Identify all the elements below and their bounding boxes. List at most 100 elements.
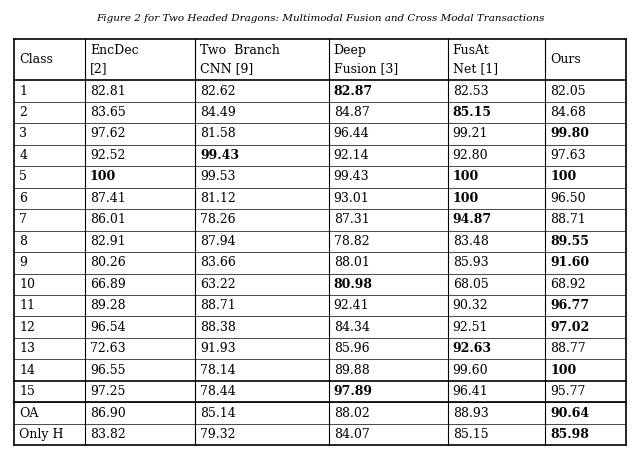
Text: 88.38: 88.38 <box>200 321 236 334</box>
Text: 9: 9 <box>19 256 27 269</box>
Text: 97.63: 97.63 <box>550 149 586 162</box>
Text: 97.25: 97.25 <box>90 385 125 398</box>
Text: 79.32: 79.32 <box>200 428 236 441</box>
Text: 85.93: 85.93 <box>452 256 488 269</box>
Text: 100: 100 <box>550 170 576 184</box>
Text: 87.31: 87.31 <box>333 213 369 226</box>
Text: FusAt: FusAt <box>452 44 490 57</box>
Text: 8: 8 <box>19 235 27 248</box>
Text: 88.77: 88.77 <box>550 342 586 355</box>
Text: 85.15: 85.15 <box>452 428 488 441</box>
Text: 99.43: 99.43 <box>200 149 239 162</box>
Text: 90.32: 90.32 <box>452 299 488 312</box>
Text: 80.26: 80.26 <box>90 256 125 269</box>
Text: Ours: Ours <box>550 53 580 66</box>
Text: Class: Class <box>19 53 53 66</box>
Text: 78.44: 78.44 <box>200 385 236 398</box>
Text: Fusion [3]: Fusion [3] <box>333 62 398 75</box>
Text: 88.93: 88.93 <box>452 407 488 420</box>
Text: 96.54: 96.54 <box>90 321 125 334</box>
Text: 2: 2 <box>19 106 27 119</box>
Text: 86.01: 86.01 <box>90 213 125 226</box>
Text: 82.53: 82.53 <box>452 84 488 98</box>
Text: 93.01: 93.01 <box>333 192 369 205</box>
Text: 89.28: 89.28 <box>90 299 125 312</box>
Text: 85.98: 85.98 <box>550 428 589 441</box>
Text: 84.49: 84.49 <box>200 106 236 119</box>
Text: 82.05: 82.05 <box>550 84 586 98</box>
Text: 99.80: 99.80 <box>550 128 589 140</box>
Text: 11: 11 <box>19 299 35 312</box>
Text: 92.80: 92.80 <box>452 149 488 162</box>
Text: 68.05: 68.05 <box>452 278 488 291</box>
Text: 63.22: 63.22 <box>200 278 236 291</box>
Text: 96.77: 96.77 <box>550 299 589 312</box>
Text: 10: 10 <box>19 278 35 291</box>
Text: 83.48: 83.48 <box>452 235 488 248</box>
Text: 86.90: 86.90 <box>90 407 125 420</box>
Text: 5: 5 <box>19 170 27 184</box>
Text: 94.87: 94.87 <box>452 213 492 226</box>
Text: Net [1]: Net [1] <box>452 62 498 75</box>
Text: 82.91: 82.91 <box>90 235 125 248</box>
Text: 81.58: 81.58 <box>200 128 236 140</box>
Text: 89.88: 89.88 <box>333 364 369 376</box>
Text: 92.63: 92.63 <box>452 342 492 355</box>
Text: 88.01: 88.01 <box>333 256 370 269</box>
Text: 99.60: 99.60 <box>452 364 488 376</box>
Text: 83.65: 83.65 <box>90 106 125 119</box>
Text: 85.14: 85.14 <box>200 407 236 420</box>
Text: 88.02: 88.02 <box>333 407 369 420</box>
Text: 100: 100 <box>452 170 479 184</box>
Text: 92.41: 92.41 <box>333 299 369 312</box>
Text: 12: 12 <box>19 321 35 334</box>
Text: 82.87: 82.87 <box>333 84 373 98</box>
Text: 84.87: 84.87 <box>333 106 369 119</box>
Text: 92.14: 92.14 <box>333 149 369 162</box>
Text: 90.64: 90.64 <box>550 407 589 420</box>
Text: 3: 3 <box>19 128 27 140</box>
Text: Two  Branch: Two Branch <box>200 44 280 57</box>
Text: 97.89: 97.89 <box>333 385 372 398</box>
Text: 66.89: 66.89 <box>90 278 125 291</box>
Text: 89.55: 89.55 <box>550 235 589 248</box>
Text: 100: 100 <box>452 192 479 205</box>
Text: 15: 15 <box>19 385 35 398</box>
Text: CNN [9]: CNN [9] <box>200 62 253 75</box>
Text: 88.71: 88.71 <box>550 213 586 226</box>
Text: OA: OA <box>19 407 38 420</box>
Text: 84.68: 84.68 <box>550 106 586 119</box>
Text: 82.62: 82.62 <box>200 84 236 98</box>
Text: 87.94: 87.94 <box>200 235 236 248</box>
Text: 82.81: 82.81 <box>90 84 125 98</box>
Text: 96.50: 96.50 <box>550 192 586 205</box>
Text: 87.41: 87.41 <box>90 192 125 205</box>
Text: 78.82: 78.82 <box>333 235 369 248</box>
Text: 84.07: 84.07 <box>333 428 369 441</box>
Text: 81.12: 81.12 <box>200 192 236 205</box>
Text: 99.43: 99.43 <box>333 170 369 184</box>
Text: 72.63: 72.63 <box>90 342 125 355</box>
Text: 78.14: 78.14 <box>200 364 236 376</box>
Text: 84.34: 84.34 <box>333 321 370 334</box>
Text: 88.71: 88.71 <box>200 299 236 312</box>
Text: [2]: [2] <box>90 62 108 75</box>
Text: Only H: Only H <box>19 428 64 441</box>
Text: 78.26: 78.26 <box>200 213 236 226</box>
Text: 7: 7 <box>19 213 27 226</box>
Text: 95.77: 95.77 <box>550 385 586 398</box>
Text: 91.60: 91.60 <box>550 256 589 269</box>
Text: 99.53: 99.53 <box>200 170 236 184</box>
Text: 85.96: 85.96 <box>333 342 369 355</box>
Text: 100: 100 <box>550 364 576 376</box>
Text: 83.82: 83.82 <box>90 428 125 441</box>
Text: 96.55: 96.55 <box>90 364 125 376</box>
Text: 97.02: 97.02 <box>550 321 589 334</box>
Text: 100: 100 <box>90 170 116 184</box>
Text: 96.44: 96.44 <box>333 128 369 140</box>
Text: 68.92: 68.92 <box>550 278 586 291</box>
Text: 97.62: 97.62 <box>90 128 125 140</box>
Text: 85.15: 85.15 <box>452 106 492 119</box>
Text: 14: 14 <box>19 364 35 376</box>
Text: 92.52: 92.52 <box>90 149 125 162</box>
